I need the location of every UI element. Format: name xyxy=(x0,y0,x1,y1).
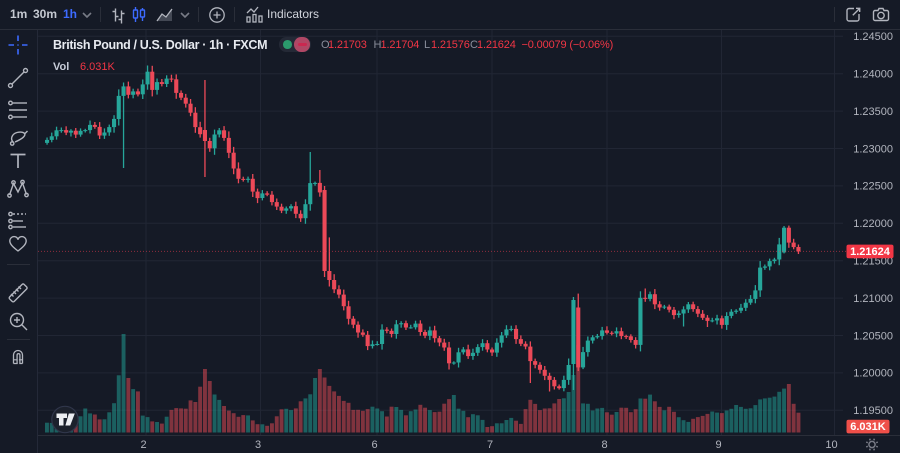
svg-text:6.031K: 6.031K xyxy=(850,421,886,433)
svg-text:1.19500: 1.19500 xyxy=(853,405,893,417)
svg-text:1.20000: 1.20000 xyxy=(853,368,893,380)
svg-text:1.24500: 1.24500 xyxy=(853,31,893,43)
svg-text:1.21500: 1.21500 xyxy=(853,256,893,268)
svg-text:1.22000: 1.22000 xyxy=(853,218,893,230)
svg-text:1.21624: 1.21624 xyxy=(850,246,891,258)
svg-text:2: 2 xyxy=(140,439,146,451)
svg-text:1.24000: 1.24000 xyxy=(853,69,893,81)
svg-text:1.23000: 1.23000 xyxy=(853,143,893,155)
svg-text:9: 9 xyxy=(715,439,721,451)
svg-text:1.23500: 1.23500 xyxy=(853,106,893,118)
svg-text:1.22500: 1.22500 xyxy=(853,181,893,193)
svg-text:1.20500: 1.20500 xyxy=(853,330,893,342)
svg-text:7: 7 xyxy=(487,439,493,451)
svg-text:1.21000: 1.21000 xyxy=(853,293,893,305)
svg-text:10: 10 xyxy=(825,439,837,451)
svg-text:8: 8 xyxy=(601,439,607,451)
svg-text:6: 6 xyxy=(371,439,377,451)
svg-text:3: 3 xyxy=(255,439,261,451)
